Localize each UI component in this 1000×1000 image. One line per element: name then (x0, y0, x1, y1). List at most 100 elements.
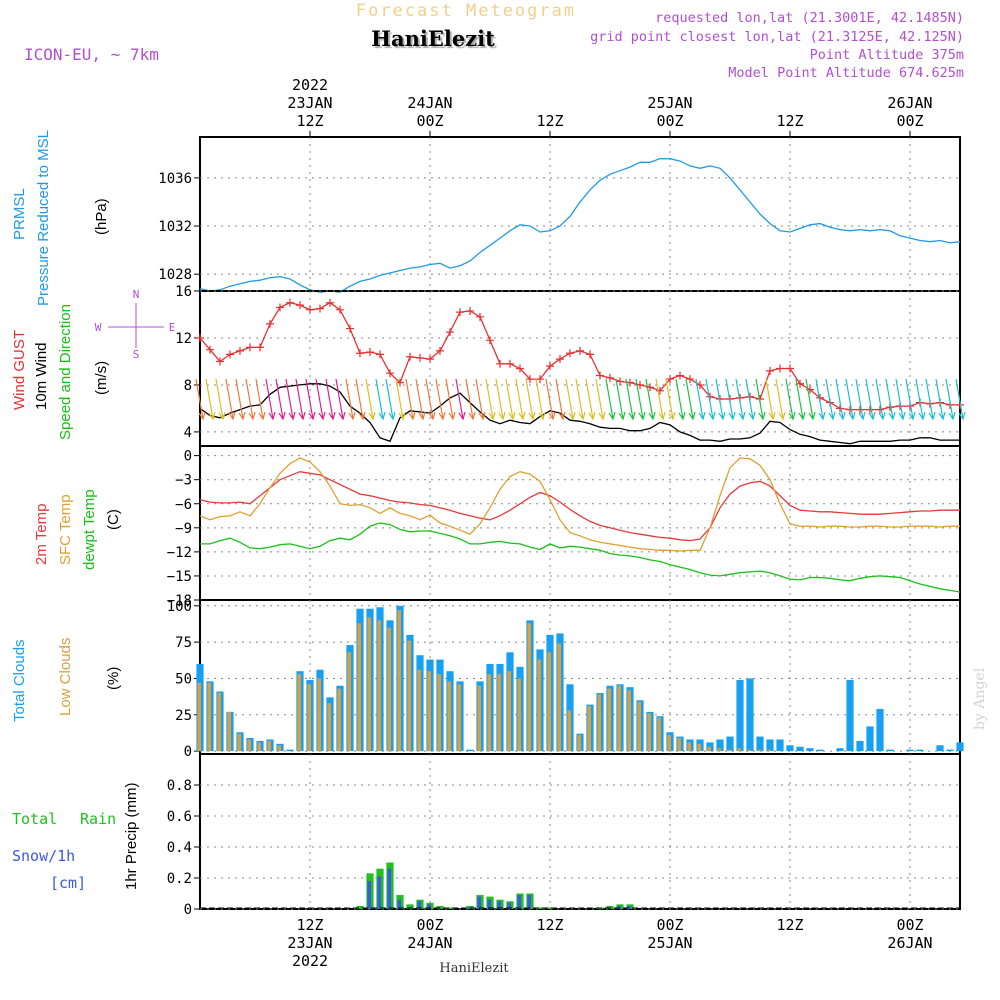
precip-label-rain: Rain (80, 810, 116, 828)
wind-arrow-head (908, 411, 916, 421)
wind-arrow-head (388, 411, 396, 421)
wind-direction-arrow (855, 378, 864, 420)
low-cloud-bar (567, 710, 571, 752)
wind-direction-arrow (295, 378, 304, 420)
temperature-frame (199, 445, 961, 601)
wind-arrow-head (818, 411, 826, 421)
wind-arrow-head (688, 411, 696, 421)
snow-bar (617, 905, 621, 909)
pressure-ytick-label: 1028 (158, 267, 192, 283)
wind-direction-arrow (565, 378, 574, 420)
rain-bar (536, 907, 544, 909)
low-cloud-bar (417, 669, 421, 752)
wind-direction-arrow (435, 378, 444, 420)
time-label-top: 00Z (416, 112, 443, 130)
wind-arrow-head (448, 411, 456, 421)
gust-marker (596, 371, 604, 380)
wind-arrow-head (648, 411, 656, 421)
wind-arrow-head (928, 411, 936, 421)
footer-station: HaniElezit (439, 961, 509, 976)
gust-marker (546, 362, 554, 371)
temperature-ytick-label: −18 (167, 593, 192, 609)
wind-arrow-head (918, 411, 926, 421)
gust-marker (556, 355, 564, 364)
total-cloud-bar (766, 739, 774, 752)
wind-arrow-head (578, 411, 586, 421)
wind-ytick-label: 12 (175, 331, 192, 347)
rain-bar (446, 907, 454, 909)
gridpoint-coords: grid point closest lon,lat (21.3125E, 42… (590, 29, 964, 45)
wind-arrow-head (728, 411, 736, 421)
wind-direction-arrow (405, 378, 414, 420)
wind-arrow-head (938, 411, 946, 421)
low-cloud-bar (397, 610, 401, 752)
wind-arrow-head (858, 411, 866, 421)
wind-arrow-head (408, 411, 416, 421)
wind-arrow-head (238, 411, 246, 421)
temperature-ytick-label: −3 (175, 473, 192, 489)
wind-direction-arrow (195, 378, 204, 420)
low-cloud-bar (627, 690, 631, 752)
wind-arrow-head (558, 411, 566, 421)
gust-marker (526, 375, 534, 384)
wind-direction-arrow (335, 378, 344, 420)
wind-ytick-label: 8 (184, 378, 192, 394)
wind-arrow-head (298, 411, 306, 421)
wind-arrow-head (478, 411, 486, 421)
total-cloud-bar (796, 746, 804, 752)
model-name: ICON-EU, ~ 7km (24, 45, 159, 64)
time-label-top: 23JAN (287, 94, 332, 112)
station-title: HaniElezit (371, 26, 495, 51)
low-cloud-bar (557, 643, 561, 752)
wind-arrow-head (418, 411, 426, 421)
wind-direction-arrow (815, 378, 824, 420)
wind-arrow-head (718, 411, 726, 421)
precip-ytick-label: 0.8 (167, 778, 192, 794)
wind-arrow-head (548, 411, 556, 421)
wind-direction-arrow (845, 378, 854, 420)
wind-direction-arrow (785, 378, 794, 420)
wind-direction-arrow (505, 378, 514, 420)
temp-label-dewpt: dewpt Temp (81, 489, 98, 570)
compass-rose: N W E S (95, 288, 176, 361)
snow-bar (507, 902, 511, 909)
wind-direction-arrow (225, 378, 234, 420)
wind-direction-arrow (305, 378, 314, 420)
wind-arrow-head (458, 411, 466, 421)
wind-arrow-head (758, 411, 766, 421)
wind-direction-arrow (385, 378, 394, 420)
wind-direction-arrow (915, 378, 924, 420)
wind-direction-arrow (935, 378, 944, 420)
cloud-labels: Total Clouds Low Clouds (%) (11, 638, 122, 722)
wind-arrow-head (738, 411, 746, 421)
wind-direction-arrow (415, 378, 424, 420)
gust-marker (416, 353, 424, 362)
total-cloud-bar (846, 679, 854, 752)
low-cloud-bar (647, 713, 651, 752)
wind-labels: Wind GUST 10m Wind Speed and Direction (… (11, 288, 175, 440)
wind-arrow-head (868, 411, 876, 421)
time-label-bottom: 00Z (896, 916, 923, 934)
precip-label-cm: [cm] (50, 874, 86, 892)
wind-direction-arrow (465, 378, 474, 420)
low-cloud-bar (517, 678, 521, 752)
wind-direction-arrow (795, 378, 804, 420)
wind-label-speed: Speed and Direction (57, 304, 74, 440)
gust-marker (676, 371, 684, 380)
pressure-frame (199, 136, 961, 292)
snow-bar (487, 899, 491, 909)
low-cloud-bar (707, 746, 711, 752)
gust-marker (216, 357, 224, 366)
wind-arrow-head (598, 411, 606, 421)
precip-frame (199, 753, 961, 910)
panels: 1028 1032 1036 4 8 12 16 0 −3 −6 −9 −12 −15 −18 0 25 50 7… (158, 136, 966, 918)
wind-direction-arrow (675, 378, 684, 420)
gust-marker (226, 350, 234, 359)
low-cloud-bar (337, 688, 341, 752)
low-cloud-bar (257, 742, 261, 752)
wind-ytick-label: 16 (175, 284, 192, 300)
wind-direction-arrow (445, 378, 454, 420)
wind-direction-arrow (715, 378, 724, 420)
low-cloud-bar (227, 711, 231, 752)
wind-direction-arrow (265, 378, 274, 420)
